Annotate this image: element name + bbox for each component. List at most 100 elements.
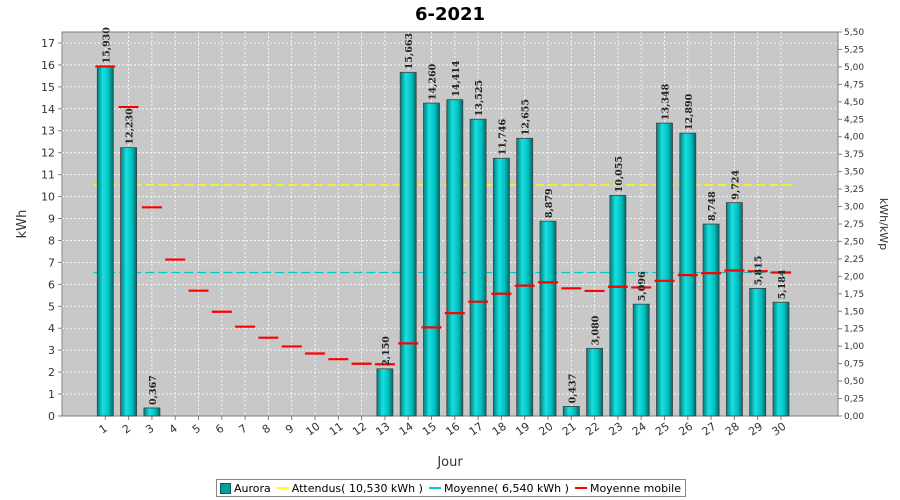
legend-label-aurora: Aurora [234, 481, 271, 495]
y2-tick-label: 0,00 [844, 412, 864, 422]
y-tick-label: 5 [48, 300, 55, 313]
legend-item-moyenne-mobile: Moyenne mobile [574, 481, 681, 495]
data-label: 11,746 [497, 119, 508, 156]
legend-item-aurora: Aurora [220, 482, 271, 495]
legend-swatch-moyenne-mobile [574, 487, 587, 489]
x-tick-label: 19 [513, 420, 532, 439]
x-tick-label: 12 [350, 420, 369, 439]
y2-tick-label: 1,00 [844, 342, 864, 352]
x-tick-label: 17 [467, 420, 486, 439]
x-tick-label: 13 [373, 420, 392, 439]
legend-swatch-attendus [276, 487, 289, 489]
x-tick-label: 5 [190, 422, 203, 437]
y-tick-label: 0 [48, 410, 55, 423]
y2-tick-label: 0,25 [844, 395, 864, 405]
y2-tick-label: 1,75 [844, 290, 864, 300]
y-tick-label: 12 [41, 147, 55, 160]
legend-item-moyenne: Moyenne( 6,540 kWh ) [428, 481, 569, 495]
y2-tick-label: 4,00 [844, 133, 864, 143]
y-tick-label: 16 [41, 59, 55, 72]
x-tick-label: 21 [560, 420, 579, 439]
x-tick-label: 25 [653, 420, 672, 439]
y2-tick-label: 1,50 [844, 307, 864, 317]
y-axis-label: kWh [15, 210, 30, 239]
legend-item-attendus: Attendus( 10,530 kWh ) [276, 482, 423, 495]
chart-title: 6-2021 [414, 4, 486, 25]
x-tick-label: 4 [167, 422, 180, 437]
data-label: 12,890 [684, 93, 695, 130]
bar [143, 407, 161, 417]
y-tick-label: 13 [41, 125, 55, 138]
data-label: 2,150 [381, 336, 392, 366]
x-tick-label: 9 [283, 422, 296, 437]
x-tick-label: 22 [583, 420, 602, 439]
legend-label-moyenne-mobile: Moyenne mobile [589, 481, 681, 495]
x-tick-label: 7 [236, 422, 249, 437]
x-axis-label: Jour [436, 455, 463, 470]
data-label: 15,930 [101, 27, 112, 64]
y-tick-label: 4 [48, 322, 55, 335]
bar [586, 348, 603, 417]
y2-tick-label: 2,50 [844, 237, 864, 247]
bar [726, 202, 743, 417]
y-tick-label: 14 [41, 103, 55, 116]
x-tick-label: 30 [770, 420, 789, 439]
legend-swatch-moyenne [428, 487, 441, 489]
bar [749, 288, 767, 417]
bar [562, 406, 580, 417]
y-tick-label: 2 [48, 366, 55, 379]
bar [446, 99, 464, 417]
legend-label-moyenne: Moyenne( 6,540 kWh ) [443, 481, 569, 495]
data-label: 5,815 [754, 256, 765, 286]
y2-tick-label: 2,75 [844, 220, 864, 230]
x-tick-label: 1 [97, 422, 110, 437]
x-tick-label: 28 [723, 420, 742, 439]
bar [492, 157, 510, 417]
y-tick-label: 9 [48, 213, 55, 226]
y-tick-label: 8 [48, 234, 55, 247]
x-tick-label: 6 [213, 422, 226, 437]
y2-tick-label: 3,25 [844, 185, 864, 195]
bar [656, 122, 673, 417]
data-label: 12,230 [125, 108, 136, 145]
y-tick-label: 6 [48, 278, 55, 291]
bar [539, 220, 557, 417]
x-tick-label: 2 [120, 422, 133, 437]
y2-tick-label: 4,25 [844, 115, 864, 125]
y2-tick-label: 0,50 [844, 377, 864, 387]
x-tick-label: 16 [443, 420, 462, 439]
data-label: 5,184 [777, 269, 788, 299]
data-label: 8,879 [544, 188, 555, 218]
y2-tick-label: 5,50 [844, 28, 864, 38]
data-label: 14,260 [428, 63, 439, 100]
y-tick-label: 15 [41, 81, 55, 94]
bar [376, 368, 394, 417]
legend: Aurora Attendus( 10,530 kWh ) Moyenne( 6… [216, 479, 686, 497]
data-label: 9,724 [730, 169, 741, 199]
x-tick-label: 29 [746, 420, 765, 439]
y2-tick-label: 1,25 [844, 325, 864, 335]
data-label: 5,096 [637, 271, 648, 301]
x-tick-label: 23 [606, 420, 625, 439]
data-label: 0,367 [148, 375, 159, 405]
y2-tick-label: 3,50 [844, 168, 864, 178]
x-tick-label: 8 [260, 422, 273, 437]
bar [96, 66, 114, 417]
data-label: 13,348 [661, 83, 672, 120]
y2-tick-label: 0,75 [844, 360, 864, 370]
bar [120, 147, 137, 417]
data-label: 12,655 [521, 99, 532, 135]
y-tick-label: 11 [41, 169, 55, 182]
y2-tick-label: 5,25 [844, 45, 864, 55]
y2-tick-label: 4,75 [844, 80, 864, 90]
data-label: 10,055 [614, 156, 625, 192]
data-label: 0,437 [567, 374, 578, 404]
x-tick-label: 20 [537, 420, 556, 439]
y-tick-label: 3 [48, 344, 55, 357]
y2-tick-label: 5,00 [844, 63, 864, 73]
bar [609, 194, 627, 417]
bar [516, 137, 534, 417]
y-tick-label: 7 [48, 256, 55, 269]
